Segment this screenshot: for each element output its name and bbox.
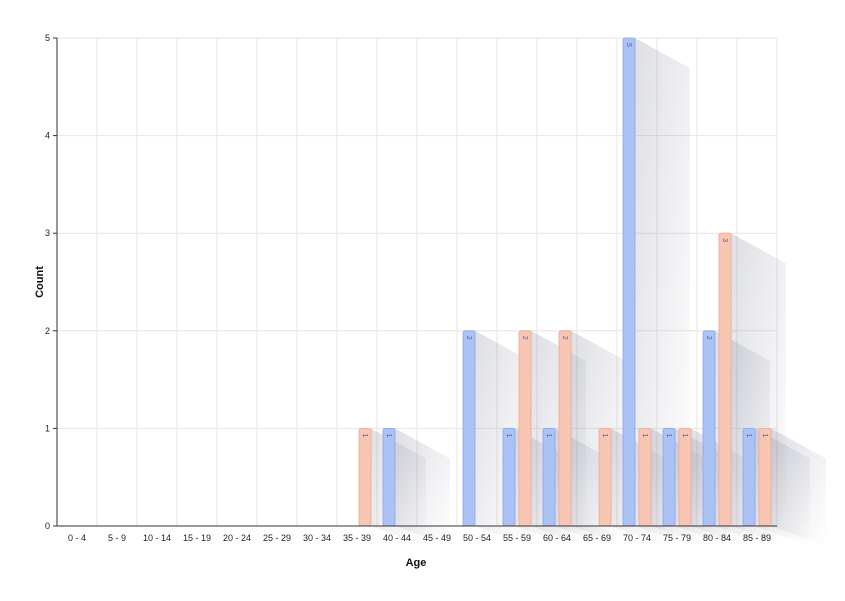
bar-value-label: 2 [561, 336, 568, 340]
y-tick-label: 2 [45, 326, 50, 336]
bar [462, 330, 476, 527]
bar-value-label: 1 [601, 433, 608, 437]
bar [678, 427, 692, 527]
bar-value-label: 2 [705, 336, 712, 340]
bar-shadow [771, 428, 826, 546]
bar-value-label: 1 [641, 433, 648, 437]
bars [358, 37, 772, 527]
bar [382, 427, 396, 527]
bar [718, 232, 732, 527]
bar-value-label: 5 [625, 43, 632, 47]
x-tick-label: 60 - 64 [543, 533, 571, 543]
bar-value-label: 1 [761, 433, 768, 437]
x-axis-title: Age [406, 557, 427, 569]
bar-value-label: 1 [385, 433, 392, 437]
bar [518, 330, 532, 527]
y-tick-label: 5 [45, 33, 50, 43]
y-tick-label: 1 [45, 423, 50, 433]
x-tick-label: 50 - 54 [463, 533, 491, 543]
x-tick-label: 0 - 4 [68, 533, 86, 543]
bar-value-label: 3 [721, 238, 728, 242]
x-tick-label: 15 - 19 [183, 533, 211, 543]
x-tick-label: 80 - 84 [703, 533, 731, 543]
y-axis-title: Count [34, 266, 46, 298]
y-tick-label: 0 [45, 521, 50, 531]
x-tick-label: 85 - 89 [743, 533, 771, 543]
bar-value-labels: 1 2 1 1 5 1 2 1 1 2 2 1 1 1 3 1 [361, 43, 768, 437]
x-tick-label: 65 - 69 [583, 533, 611, 543]
bar [622, 37, 636, 527]
bar [702, 330, 716, 527]
bar [742, 427, 756, 527]
bar-value-label: 2 [465, 336, 472, 340]
x-tick-label: 55 - 59 [503, 533, 531, 543]
x-tick-label: 75 - 79 [663, 533, 691, 543]
bar [358, 427, 372, 527]
bar-value-label: 1 [665, 433, 672, 437]
y-tick-labels: 0 1 2 3 4 5 [45, 33, 50, 531]
x-tick-label: 25 - 29 [263, 533, 291, 543]
x-tick-labels: 0 - 4 5 - 9 10 - 14 15 - 19 20 - 24 25 - 29 30… [68, 533, 771, 543]
x-tick-label: 20 - 24 [223, 533, 251, 543]
x-tick-label: 5 - 9 [108, 533, 126, 543]
bar [502, 427, 516, 527]
x-tick-label: 70 - 74 [623, 533, 651, 543]
bar-value-label: 1 [745, 433, 752, 437]
bar [758, 427, 772, 527]
bar [638, 427, 652, 527]
x-tick-label: 30 - 34 [303, 533, 331, 543]
x-tick-label: 40 - 44 [383, 533, 411, 543]
x-tick-label: 35 - 39 [343, 533, 371, 543]
bar [542, 427, 556, 527]
bar [558, 330, 572, 527]
bar [598, 427, 612, 527]
bar-value-label: 1 [505, 433, 512, 437]
axes [53, 37, 777, 527]
bar-shadow [635, 38, 690, 546]
x-tick-label: 45 - 49 [423, 533, 451, 543]
x-tick-label: 10 - 14 [143, 533, 171, 543]
bar-shadows [371, 38, 826, 546]
bar-value-label: 1 [545, 433, 552, 437]
y-tick-label: 4 [45, 131, 50, 141]
bar-value-label: 1 [681, 433, 688, 437]
bar-value-label: 2 [521, 336, 528, 340]
y-tick-label: 3 [45, 228, 50, 238]
bar [662, 427, 676, 527]
bar-value-label: 1 [361, 433, 368, 437]
